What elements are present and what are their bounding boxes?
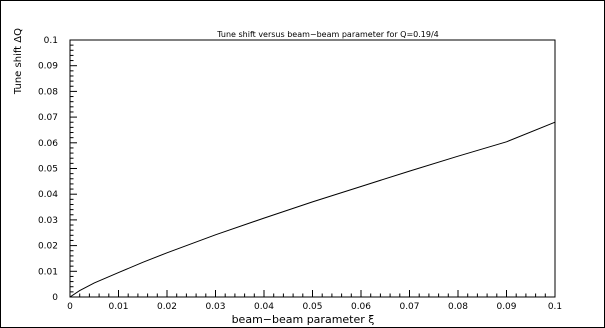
y-tick-label: 0.05 <box>38 165 58 175</box>
y-tick-label: 0.04 <box>38 190 58 200</box>
x-axis-label: beam−beam parameter ξ <box>232 313 375 326</box>
plot-area <box>69 39 556 298</box>
y-axis: 0 0.01 0.02 0.03 0.04 0.05 0.06 0.07 0.08 0.09 0.1 <box>38 36 77 303</box>
y-tick-label: 0.03 <box>38 216 58 226</box>
y-axis-label: Tune shift ΔQ <box>13 28 24 95</box>
x-tick-label: 0.07 <box>399 302 419 312</box>
x-tick-label: 0.03 <box>205 302 225 312</box>
x-tick-label: 0.08 <box>448 302 468 312</box>
x-axis: 0 0.01 0.02 0.03 0.04 0.05 0.06 0.07 0.08 0.09 0.1 <box>67 290 562 312</box>
x-tick-label: 0.04 <box>254 302 274 312</box>
y-tick-label: 0.01 <box>38 267 58 277</box>
y-tick-label: 0 <box>52 293 58 303</box>
x-tick-label: 0.05 <box>302 302 322 312</box>
y-tick-label: 0.07 <box>38 113 58 123</box>
chart-title: Tune shift versus beam−beam parameter fo… <box>216 30 439 39</box>
x-tick-label: 0.1 <box>548 302 562 312</box>
x-tick-label: 0.01 <box>108 302 128 312</box>
y-tick-label: 0.06 <box>38 139 58 149</box>
y-tick-label: 0.08 <box>38 87 58 97</box>
series-line <box>69 121 556 298</box>
y-tick-label: 0.1 <box>44 36 58 46</box>
x-tick-label: 0 <box>67 302 73 312</box>
x-tick-label: 0.06 <box>351 302 371 312</box>
y-tick-label: 0.09 <box>38 62 58 72</box>
x-tick-label: 0.09 <box>496 302 516 312</box>
y-tick-label: 0.02 <box>38 242 58 252</box>
x-tick-label: 0.02 <box>157 302 177 312</box>
